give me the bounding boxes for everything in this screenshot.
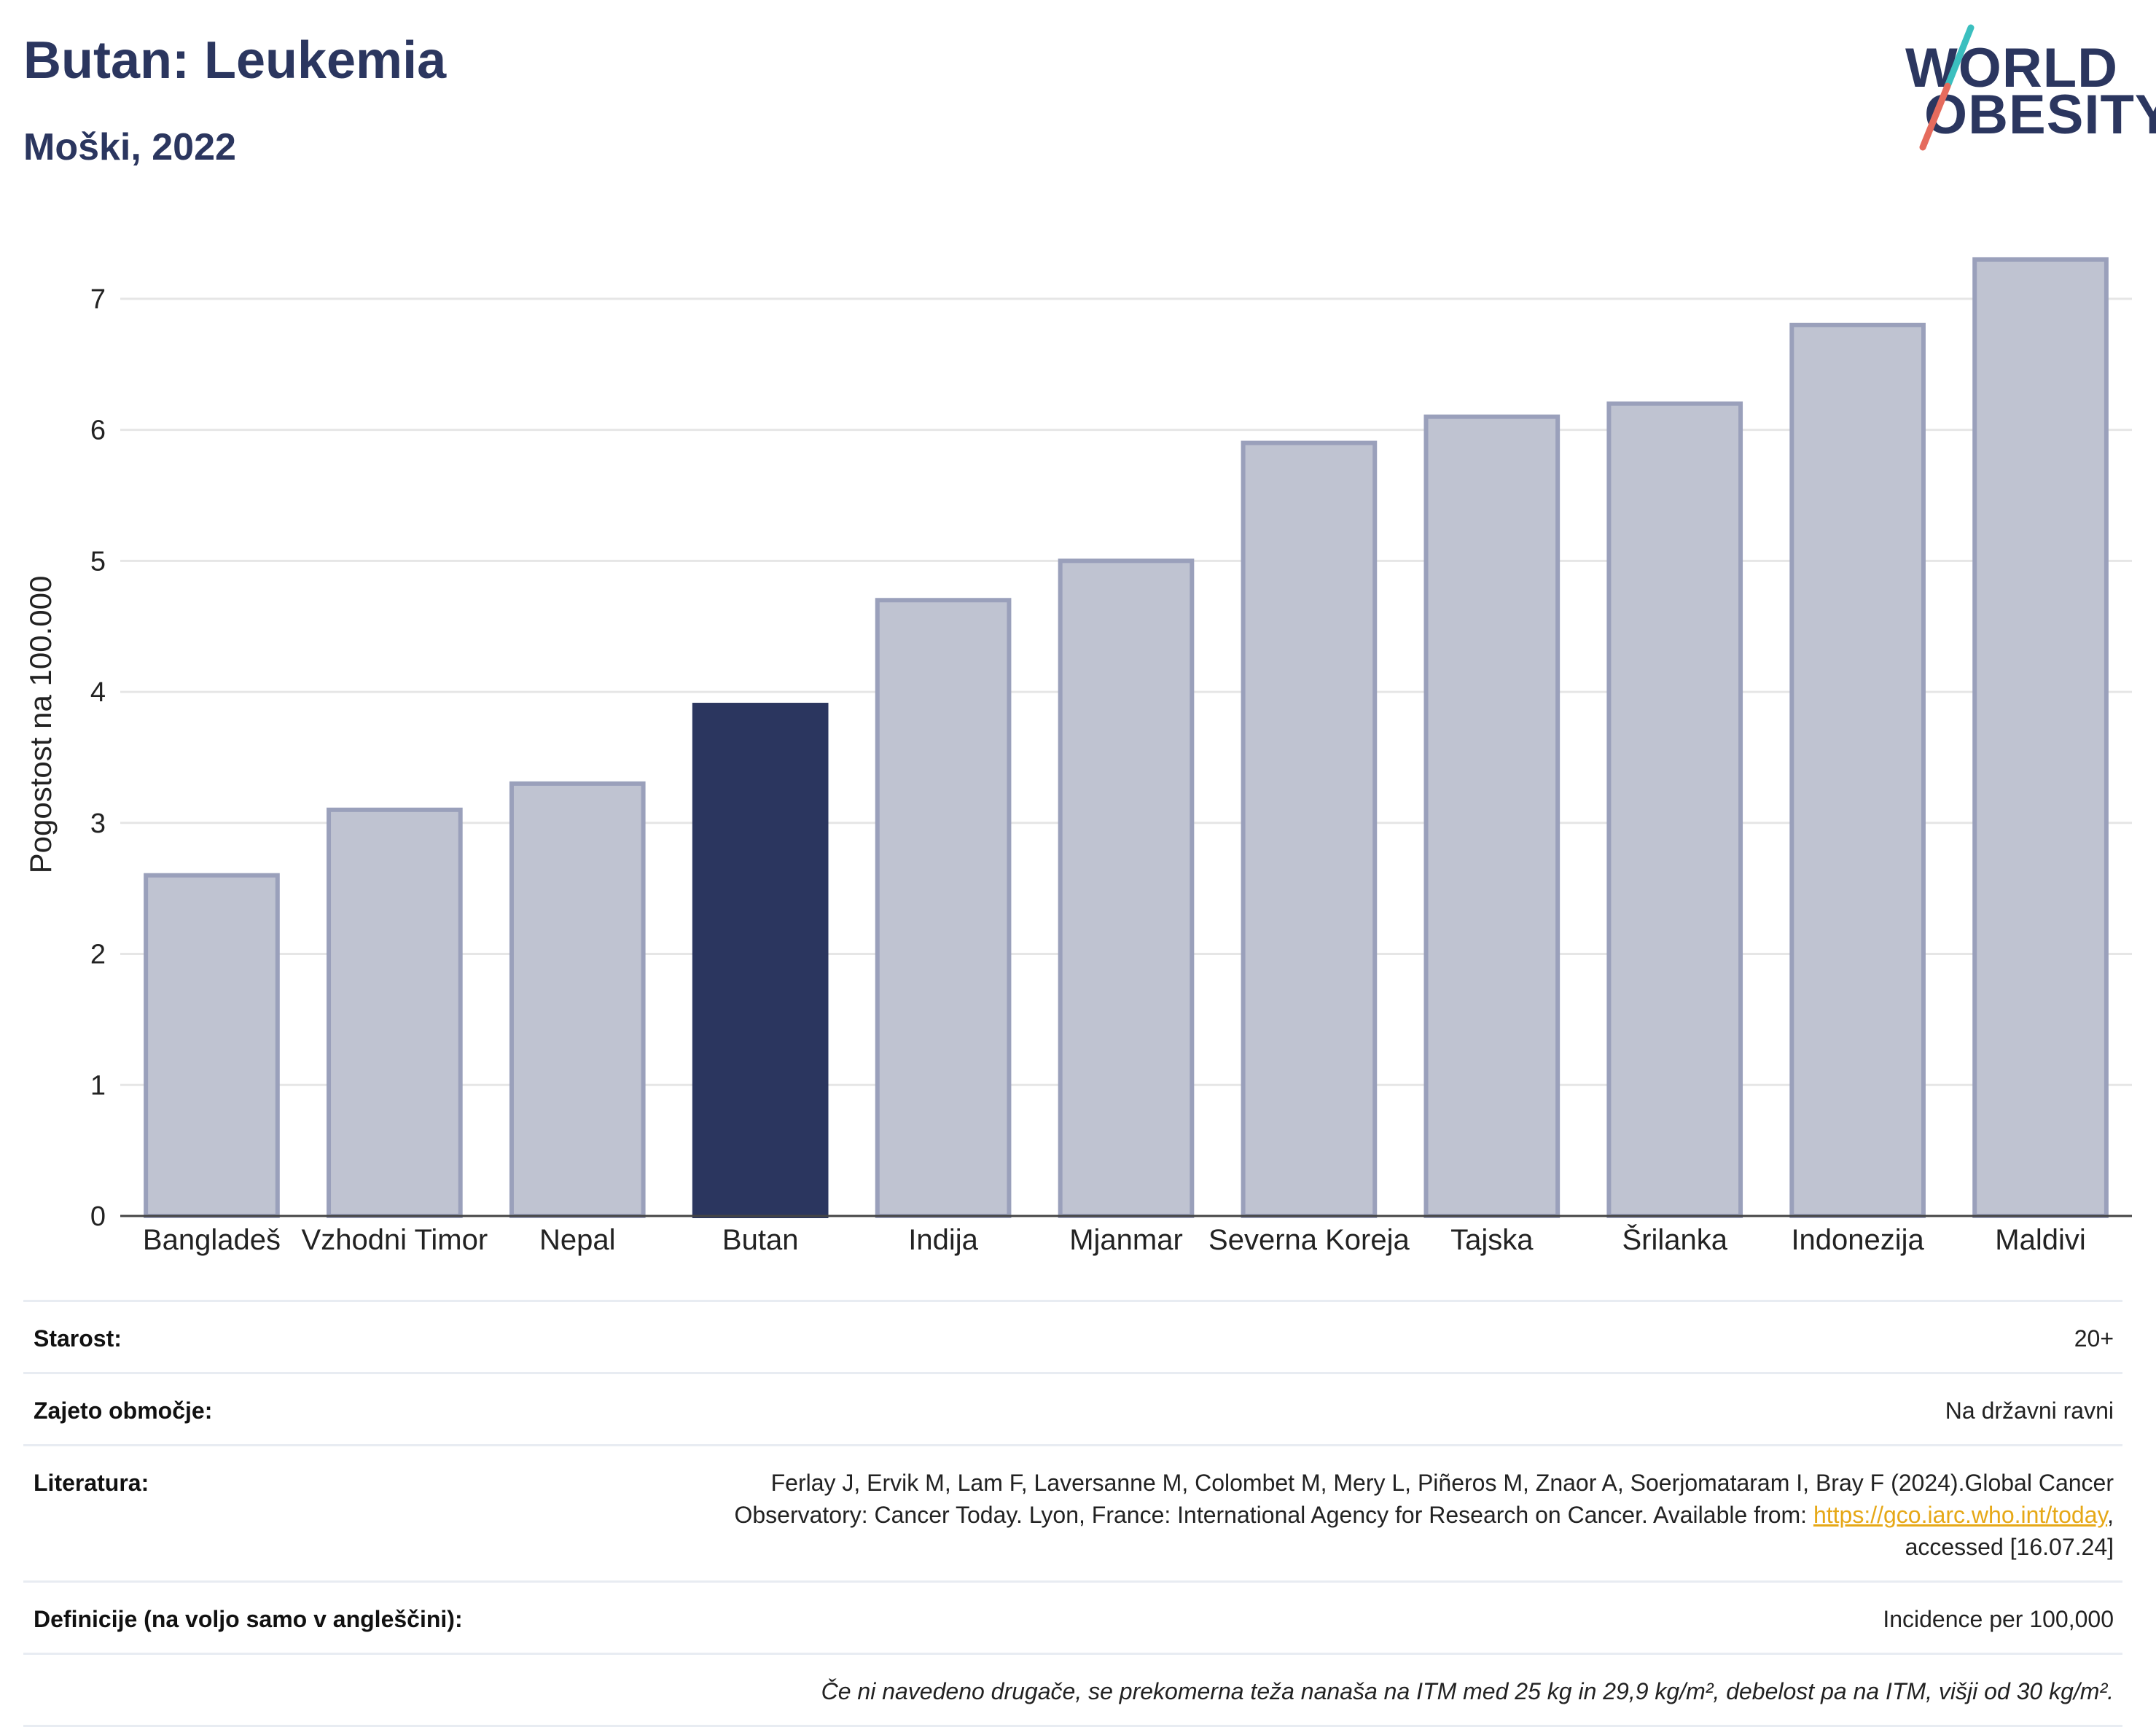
x-tick-label: Indija	[908, 1224, 978, 1256]
chart-title: Butan: Leukemia	[23, 31, 447, 90]
metadata-table: Starost: 20+ Zajeto območje: Na državni …	[23, 1300, 2122, 1727]
x-tick-label: Indonezija	[1791, 1224, 1924, 1256]
logo-word-obesity: OBESITY	[1924, 84, 2156, 146]
literature-label: Literatura:	[34, 1470, 149, 1496]
literature-value: Ferlay J, Ervik M, Lam F, Laversanne M, …	[734, 1470, 2114, 1560]
definitions-value: Incidence per 100,000	[1883, 1606, 2114, 1632]
age-value: 20+	[2074, 1325, 2114, 1352]
x-tick-label: Severna Koreja	[1208, 1224, 1410, 1256]
x-tick-label: Nepal	[539, 1224, 616, 1256]
meta-row-age: Starost: 20+	[23, 1300, 2122, 1372]
y-tick-label: 7	[90, 284, 106, 315]
y-axis-title: Pogostost na 100.000	[23, 576, 58, 874]
chart-subtitle: Moški, 2022	[23, 126, 236, 168]
bar-indija	[875, 598, 1012, 1218]
literature-text-2: Observatory: Cancer Today. Lyon, France:…	[734, 1502, 1808, 1528]
literature-link[interactable]: https://gco.iarc.who.int/today	[1813, 1502, 2108, 1528]
y-tick-label: 0	[90, 1201, 106, 1232]
bar-chart: 0 1 2 3 4 5 6 7 Bangladeš Vzhodni Timor Nepal Butan…	[23, 257, 2132, 1256]
bar-vzhodni-timor	[327, 807, 463, 1218]
literature-text-1: Ferlay J, Ervik M, Lam F, Laversanne M, …	[770, 1470, 2114, 1496]
definition-note: Če ni navedeno drugače, se prekomerna te…	[821, 1678, 2114, 1704]
literature-text-3: accessed [16.07.24]	[1905, 1534, 2114, 1560]
y-tick-label: 3	[90, 808, 106, 839]
bar-bangladeš	[144, 873, 280, 1219]
definitions-label: Definicije (na voljo samo v angleščini):	[34, 1606, 463, 1632]
bar-mjanmar	[1058, 558, 1195, 1219]
bar-nepal	[509, 781, 646, 1218]
y-tick-label: 2	[90, 940, 106, 970]
y-tick-label: 5	[90, 546, 106, 577]
bar-indonezija	[1789, 322, 1926, 1218]
x-tick-label: Bangladeš	[143, 1224, 281, 1256]
bar-šrilanka	[1606, 401, 1743, 1218]
y-tick-label: 1	[90, 1070, 106, 1101]
bars	[144, 257, 2109, 1219]
meta-row-coverage: Zajeto območje: Na državni ravni	[23, 1372, 2122, 1444]
coverage-label: Zajeto območje:	[34, 1397, 213, 1424]
world-obesity-logo: WORLD OBESITY	[1902, 22, 2156, 153]
meta-row-definitions: Definicije (na voljo samo v angleščini):…	[23, 1580, 2122, 1653]
bar-butan	[692, 703, 829, 1218]
bar-tajska	[1423, 414, 1561, 1218]
x-tick-label: Maldivi	[1995, 1224, 2085, 1256]
x-tick-label: Mjanmar	[1069, 1224, 1183, 1256]
x-tick-label: Butan	[722, 1224, 799, 1256]
y-tick-label: 6	[90, 416, 106, 446]
coverage-value: Na državni ravni	[1945, 1397, 2114, 1424]
bar-severna-koreja	[1241, 440, 1378, 1218]
axes: 0 1 2 3 4 5 6 7 Bangladeš Vzhodni Timor Nepal Butan…	[90, 284, 2132, 1256]
x-tick-label: Tajska	[1450, 1224, 1534, 1256]
x-tick-label: Vzhodni Timor	[302, 1224, 488, 1256]
x-tick-label: Šrilanka	[1622, 1223, 1727, 1256]
logo-slash-icon	[1919, 24, 1975, 151]
meta-row-note: Če ni navedeno drugače, se prekomerna te…	[23, 1653, 2122, 1727]
meta-row-literature: Literatura: Ferlay J, Ervik M, Lam F, La…	[23, 1444, 2122, 1580]
bar-maldivi	[1972, 257, 2109, 1219]
y-tick-label: 4	[90, 677, 106, 708]
age-label: Starost:	[34, 1325, 122, 1352]
logo-word-world: WORLD	[1905, 37, 2119, 99]
